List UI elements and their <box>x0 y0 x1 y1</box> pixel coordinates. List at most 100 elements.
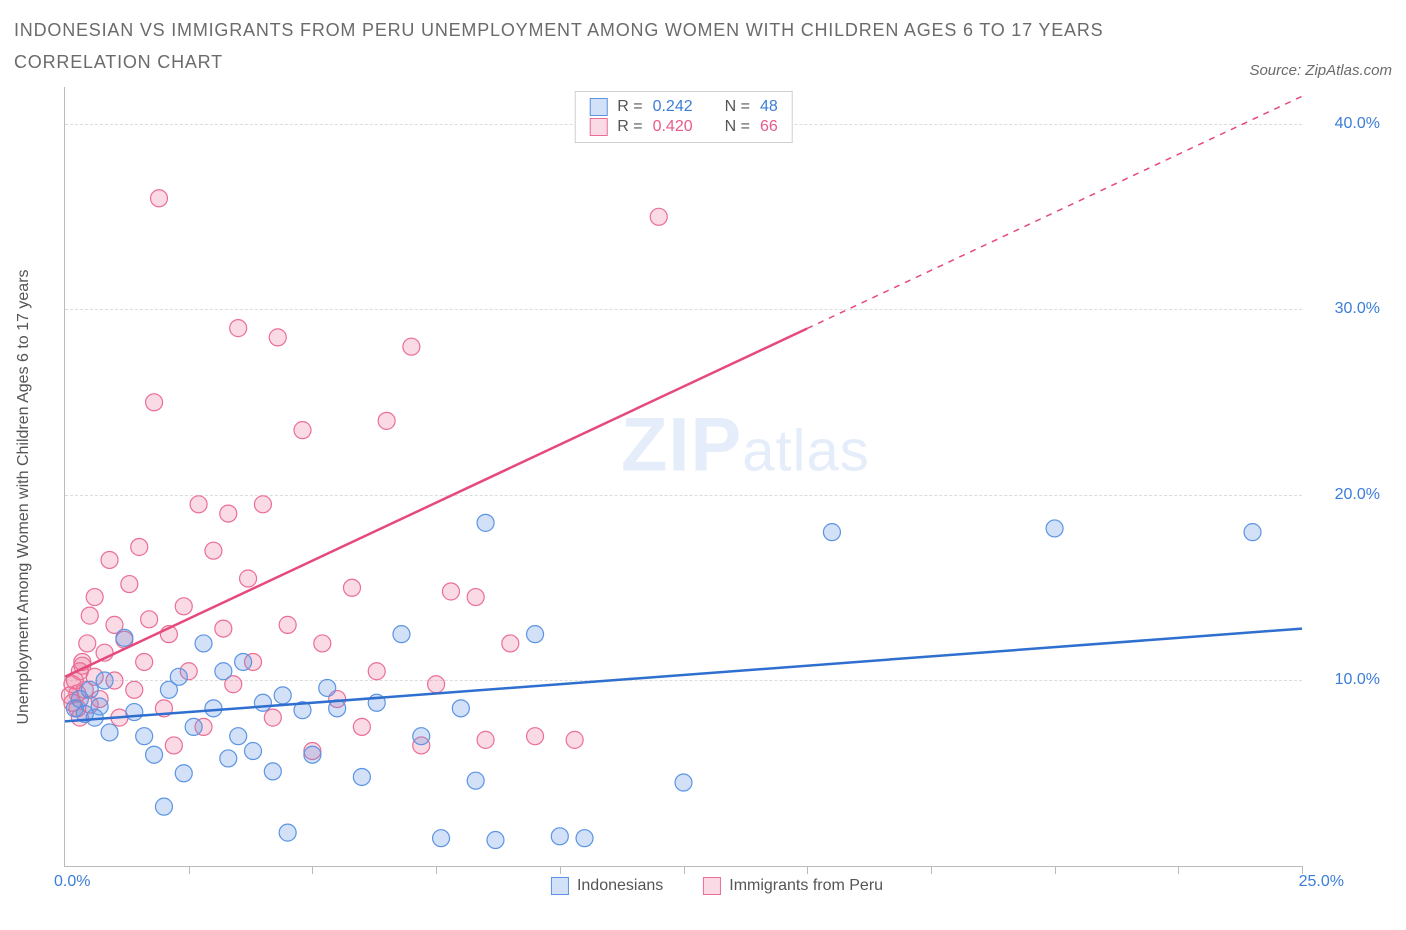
scatter-point <box>151 190 168 207</box>
scatter-point <box>126 703 143 720</box>
trendline-dashed <box>807 96 1302 328</box>
scatter-point <box>433 829 450 846</box>
x-tick <box>1055 866 1056 874</box>
scatter-point <box>502 635 519 652</box>
scatter-point <box>81 607 98 624</box>
scatter-point <box>136 653 153 670</box>
scatter-point <box>81 681 98 698</box>
n-label: N = <box>725 118 750 136</box>
scatter-point <box>378 412 395 429</box>
scatter-point <box>279 616 296 633</box>
r-label: R = <box>617 98 642 116</box>
scatter-point <box>823 523 840 540</box>
y-tick-label: 10.0% <box>1335 671 1380 689</box>
scatter-point <box>650 208 667 225</box>
scatter-point <box>215 620 232 637</box>
scatter-point <box>116 629 133 646</box>
scatter-point <box>477 731 494 748</box>
scatter-point <box>175 765 192 782</box>
scatter-point <box>527 625 544 642</box>
bottom-legend: Indonesians Immigrants from Peru <box>551 877 883 895</box>
scatter-point <box>195 635 212 652</box>
scatter-point <box>675 774 692 791</box>
scatter-point <box>264 763 281 780</box>
scatter-point <box>368 663 385 680</box>
y-tick-label: 30.0% <box>1335 300 1380 318</box>
x-tick <box>560 866 561 874</box>
scatter-point <box>101 724 118 741</box>
scatter-point <box>146 746 163 763</box>
scatter-point <box>393 625 410 642</box>
scatter-point <box>279 824 296 841</box>
scatter-point <box>551 828 568 845</box>
scatter-point <box>240 570 257 587</box>
scatter-point <box>254 694 271 711</box>
scatter-point <box>467 588 484 605</box>
scatter-point <box>467 772 484 789</box>
legend-label: Indonesians <box>577 877 663 895</box>
scatter-point <box>319 679 336 696</box>
scatter-point <box>121 575 138 592</box>
legend-swatch <box>551 877 569 895</box>
stats-legend: R =0.242N =48R =0.420N =66 <box>574 91 793 143</box>
stats-legend-row: R =0.242N =48 <box>589 98 778 116</box>
x-tick <box>931 866 932 874</box>
legend-swatch <box>589 98 607 116</box>
y-axis-label: Unemployment Among Women with Children A… <box>15 269 33 724</box>
legend-label: Immigrants from Peru <box>729 877 883 895</box>
scatter-point <box>220 505 237 522</box>
scatter-point <box>79 635 96 652</box>
stats-legend-row: R =0.420N =66 <box>589 118 778 136</box>
scatter-point <box>126 681 143 698</box>
r-value: 0.242 <box>653 98 693 116</box>
scatter-point <box>413 727 430 744</box>
scatter-point <box>477 514 494 531</box>
scatter-point <box>146 394 163 411</box>
scatter-point <box>235 653 252 670</box>
r-label: R = <box>617 118 642 136</box>
scatter-point <box>215 663 232 680</box>
scatter-point <box>141 611 158 628</box>
scatter-point <box>274 687 291 704</box>
r-value: 0.420 <box>653 118 693 136</box>
n-value: 48 <box>760 98 778 116</box>
x-tick <box>312 866 313 874</box>
scatter-point <box>269 329 286 346</box>
scatter-point <box>230 319 247 336</box>
scatter-point <box>185 718 202 735</box>
scatter-point <box>487 831 504 848</box>
scatter-point <box>91 698 108 715</box>
y-tick-label: 40.0% <box>1335 115 1380 133</box>
scatter-point <box>353 768 370 785</box>
legend-swatch <box>589 118 607 136</box>
x-tick <box>807 866 808 874</box>
trendline <box>65 328 807 676</box>
chart-container: Unemployment Among Women with Children A… <box>42 87 1392 907</box>
chart-title: INDONESIAN VS IMMIGRANTS FROM PERU UNEMP… <box>14 14 1134 79</box>
scatter-point <box>230 727 247 744</box>
scatter-point <box>566 731 583 748</box>
scatter-point <box>254 496 271 513</box>
scatter-point <box>428 676 445 693</box>
x-tick <box>436 866 437 874</box>
scatter-point <box>170 668 187 685</box>
scatter-point <box>101 551 118 568</box>
scatter-point <box>527 727 544 744</box>
origin-label: 0.0% <box>54 873 90 891</box>
scatter-point <box>294 421 311 438</box>
scatter-point <box>1046 520 1063 537</box>
plot-area: ZIPatlas R =0.242N =48R =0.420N =66 10.0… <box>64 87 1302 867</box>
scatter-point <box>442 583 459 600</box>
legend-item: Indonesians <box>551 877 663 895</box>
scatter-point <box>245 742 262 759</box>
scatter-point <box>353 718 370 735</box>
scatter-point <box>66 700 83 717</box>
scatter-point <box>304 746 321 763</box>
scatter-point <box>155 798 172 815</box>
scatter-point <box>264 709 281 726</box>
scatter-point <box>403 338 420 355</box>
y-tick-label: 20.0% <box>1335 486 1380 504</box>
scatter-point <box>220 750 237 767</box>
xmax-label: 25.0% <box>1299 873 1344 891</box>
legend-swatch <box>703 877 721 895</box>
